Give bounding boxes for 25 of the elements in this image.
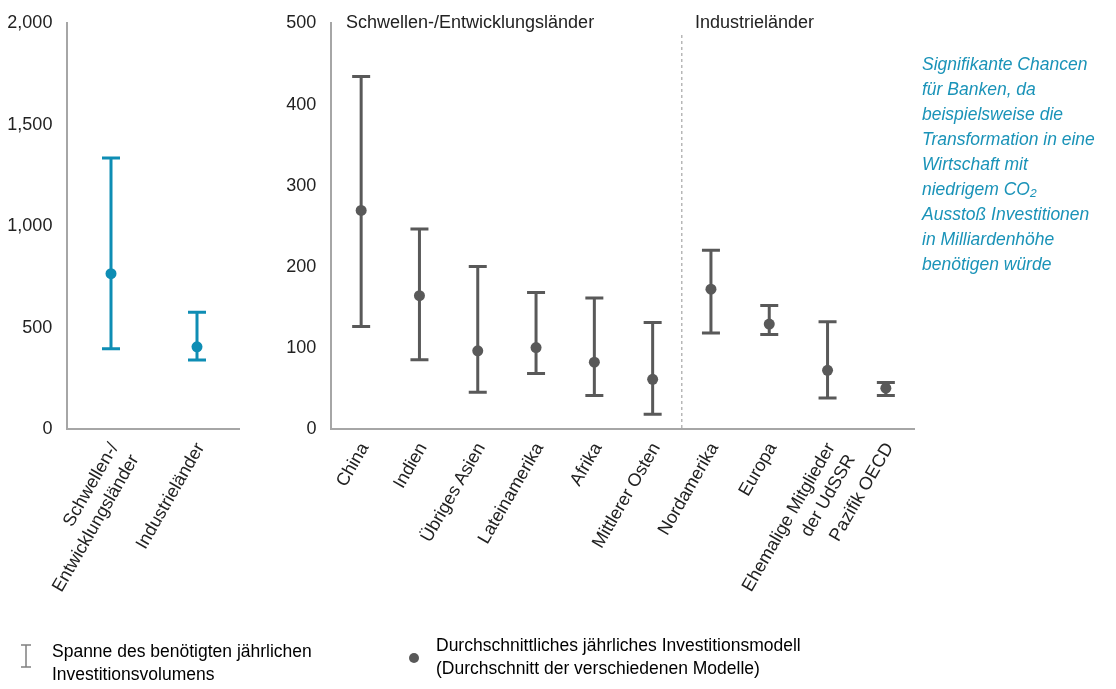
point (355, 204, 367, 216)
point (822, 364, 834, 376)
y-tick-label: 100 (286, 337, 317, 358)
point (472, 345, 484, 357)
y-tick-label: 0 (42, 418, 53, 439)
y-tick-label: 500 (22, 316, 53, 337)
annotation: Schwellen-/Entwicklungsländer (346, 12, 595, 32)
point (530, 342, 542, 354)
point (588, 356, 600, 368)
text: Durchschnittliches jährliches Investitionsmodell (Durchschnitt der verschiedenen Modelle) (436, 634, 802, 680)
y-tick-label: 1,000 (7, 215, 53, 236)
point (705, 283, 717, 295)
point (763, 318, 775, 330)
text: Spanne des benötigten jährlichen Investitionsvolumens (52, 640, 313, 686)
y-tick-label: 0 (306, 418, 317, 439)
y-tick-label: 500 (286, 12, 317, 33)
y-tick-label: 300 (286, 174, 317, 195)
y-tick-label: 2,000 (7, 12, 53, 33)
text: Signifikante Chancen für Banken, da beispielsweise die Transformation in eine Wirtschaft mit niedrigem CO₂ Ausstoß Investitionen in Milliardenhöhe benötigen würde (922, 54, 1095, 274)
y-tick-label: 400 (286, 93, 317, 114)
annotation: Industrieländer (695, 12, 815, 32)
point (413, 290, 425, 302)
y-tick-label: 200 (286, 255, 317, 276)
point (647, 373, 659, 385)
y-tick-label: 1,500 (7, 113, 53, 134)
